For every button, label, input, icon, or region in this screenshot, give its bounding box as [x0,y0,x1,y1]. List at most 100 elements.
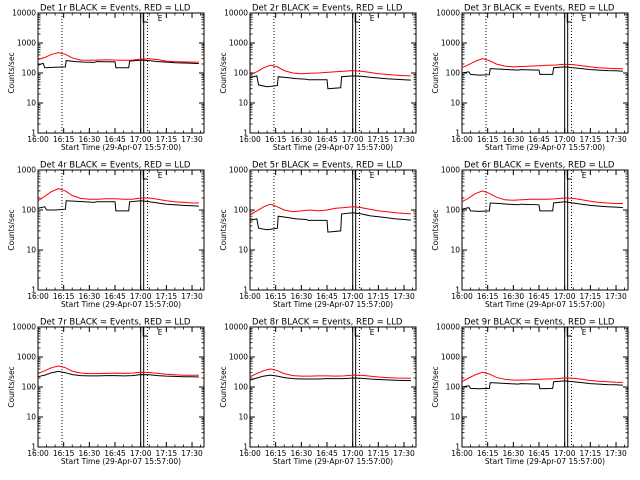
y-tick-label: 1 [31,129,36,138]
x-tick-label: 16:00 [27,292,49,301]
x-tick-label: 16:00 [239,292,261,301]
plot-title: Det 7r BLACK = Events, RED = LLD [40,318,191,328]
x-tick-label: 16:00 [451,135,473,144]
plot-title: Det 1r BLACK = Events, RED = LLD [40,4,191,14]
y-tick-label: 100 [234,206,249,215]
x-tick-label: 17:30 [181,292,203,301]
y-tick-label: 10 [238,99,248,108]
lld-series-line [461,190,623,204]
e-marker-label: E [582,14,587,23]
x-tick-label: 17:30 [393,449,415,458]
y-tick-label: 1 [455,286,460,295]
y-tick-label: 10 [450,246,460,255]
x-axis-label: Start Time (29-Apr-07 15:57:00) [61,143,181,152]
plot-title: Det 5r BLACK = Events, RED = LLD [252,161,403,171]
plot-frame [37,326,205,448]
x-tick-label: 16:45 [316,292,338,301]
e-marker-label: E [370,171,375,180]
x-tick-label: 17:00 [342,292,364,301]
plot-frame [249,169,417,291]
y-tick-label: 10000 [224,9,248,18]
y-tick-label: 1000 [229,39,248,48]
plot-title: Det 4r BLACK = Events, RED = LLD [40,161,191,171]
events-series-line [37,59,199,69]
y-tick-label: 1 [243,443,248,452]
y-axis-label: Counts/sec [219,209,228,250]
y-tick-label: 1 [243,129,248,138]
x-axis-label: Start Time (29-Apr-07 15:57:00) [485,300,605,309]
y-tick-label: 100 [22,69,37,78]
y-tick-label: 1000 [17,353,36,362]
x-tick-label: 17:00 [554,292,576,301]
events-series-line [37,200,199,212]
x-tick-label: 17:00 [130,292,152,301]
x-tick-label: 16:45 [104,135,126,144]
x-axis-label: Start Time (29-Apr-07 15:57:00) [273,457,393,466]
x-tick-label: 16:30 [291,292,313,301]
plot-panel-2: Det 2r BLACK = Events, RED = LLD 1 10 100 10… [219,4,417,152]
plot-frame [461,12,629,134]
e-marker-label: E [158,14,163,23]
y-tick-label: 1000 [229,353,248,362]
x-tick-label: 17:00 [130,135,152,144]
y-tick-label: 1 [243,286,248,295]
x-tick-label: 16:45 [528,135,550,144]
y-tick-label: 100 [22,383,37,392]
flag-marker [566,13,572,23]
events-series-line [461,201,623,212]
x-tick-label: 16:30 [79,449,101,458]
flag-marker [354,13,360,23]
x-tick-label: 16:30 [79,135,101,144]
events-series-line [249,75,411,90]
y-tick-label: 10 [26,246,36,255]
x-tick-label: 17:00 [130,449,152,458]
x-tick-label: 16:45 [104,449,126,458]
x-tick-label: 16:15 [53,449,75,458]
x-tick-label: 17:15 [156,135,178,144]
x-tick-label: 16:30 [503,449,525,458]
x-tick-label: 16:00 [451,449,473,458]
x-tick-label: 16:45 [104,292,126,301]
x-tick-label: 17:00 [342,449,364,458]
x-tick-label: 17:00 [554,135,576,144]
x-tick-label: 16:15 [477,449,499,458]
x-tick-label: 16:00 [239,135,261,144]
e-marker-label: E [158,171,163,180]
y-tick-label: 1000 [17,39,36,48]
x-tick-label: 17:30 [393,135,415,144]
plot-panel-3: Det 3r BLACK = Events, RED = LLD 1 10 100 10… [431,4,629,152]
y-axis-label: Counts/sec [431,209,440,250]
plot-title: Det 9r BLACK = Events, RED = LLD [464,318,615,328]
flag-marker [142,13,148,23]
flag-marker [354,170,360,180]
y-tick-label: 1 [455,443,460,452]
plot-panel-5: Det 5r BLACK = Events, RED = LLD 1 10 100 10… [219,161,417,309]
x-tick-label: 17:15 [580,449,602,458]
x-tick-label: 17:30 [393,292,415,301]
plot-panel-9: Det 9r BLACK = Events, RED = LLD 1 10 100 10… [431,318,629,466]
plot-title: Det 8r BLACK = Events, RED = LLD [252,318,403,328]
x-tick-label: 16:15 [265,135,287,144]
x-axis-label: Start Time (29-Apr-07 15:57:00) [485,457,605,466]
y-tick-label: 1000 [17,166,36,175]
flag-marker [566,327,572,337]
x-tick-label: 16:15 [53,135,75,144]
y-tick-label: 10 [450,99,460,108]
lld-series-line [461,58,623,70]
y-tick-label: 10000 [436,9,460,18]
x-tick-label: 16:00 [27,449,49,458]
plot-frame [37,169,205,291]
x-axis-label: Start Time (29-Apr-07 15:57:00) [61,457,181,466]
e-marker-label: E [582,171,587,180]
lld-series-line [37,52,199,63]
flag-marker [354,327,360,337]
x-tick-label: 17:30 [181,449,203,458]
x-axis-label: Start Time (29-Apr-07 15:57:00) [485,143,605,152]
x-tick-label: 17:15 [580,292,602,301]
x-tick-label: 16:30 [291,449,313,458]
lld-series-line [37,365,199,376]
flag-marker [566,170,572,180]
plot-frame [249,12,417,134]
plot-title: Det 6r BLACK = Events, RED = LLD [464,161,615,171]
